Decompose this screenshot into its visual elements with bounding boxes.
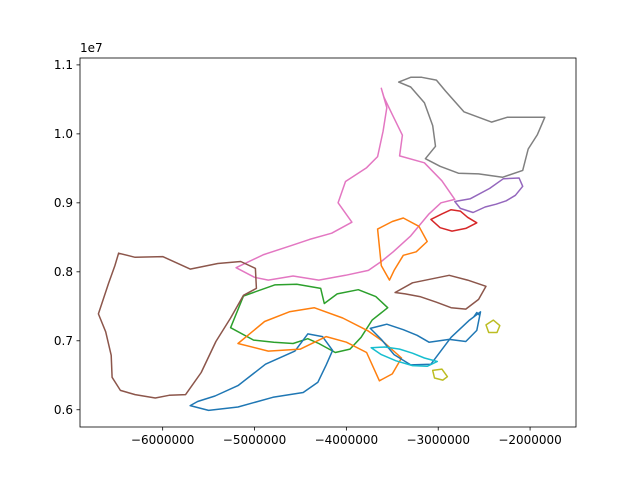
y-axis-offset-label: 1e7 bbox=[80, 41, 103, 55]
axes-frame bbox=[79, 57, 577, 428]
y-tick-label: 0.6 bbox=[54, 403, 73, 417]
region-boundary-12 bbox=[394, 274, 487, 310]
x-tick-label: −6000000 bbox=[131, 433, 195, 447]
plot-area bbox=[97, 76, 546, 412]
region-boundary-1 bbox=[397, 76, 546, 179]
x-tick-label: −2000000 bbox=[498, 433, 562, 447]
region-boundary-8 bbox=[237, 306, 403, 382]
x-axis: −6000000 −5000000 −4000000 −3000000 −2000000 bbox=[131, 427, 562, 447]
region-boundary-14 bbox=[485, 319, 501, 334]
region-boundary-6 bbox=[229, 283, 389, 354]
x-tick-label: −3000000 bbox=[406, 433, 470, 447]
x-tick-label: −4000000 bbox=[315, 433, 379, 447]
region-boundary-11 bbox=[97, 252, 258, 399]
y-axis: 0.6 0.7 0.8 0.9 1.0 1.1 bbox=[54, 58, 80, 417]
region-boundary-3 bbox=[454, 177, 524, 214]
region-boundary-5 bbox=[376, 217, 428, 281]
region-boundary-2 bbox=[235, 87, 456, 281]
y-tick-label: 0.8 bbox=[54, 265, 73, 279]
y-tick-label: 0.9 bbox=[54, 196, 73, 210]
region-boundary-4 bbox=[430, 208, 478, 232]
y-tick-label: 1.1 bbox=[54, 58, 73, 72]
y-tick-label: 0.7 bbox=[54, 334, 73, 348]
y-tick-label: 1.0 bbox=[54, 127, 73, 141]
x-tick-label: −5000000 bbox=[223, 433, 287, 447]
region-boundary-9 bbox=[369, 311, 482, 366]
region-boundary-10 bbox=[370, 346, 439, 368]
region-boundary-13 bbox=[431, 368, 449, 381]
region-boundary-15 bbox=[473, 311, 481, 318]
region-boundary-7 bbox=[189, 333, 334, 412]
